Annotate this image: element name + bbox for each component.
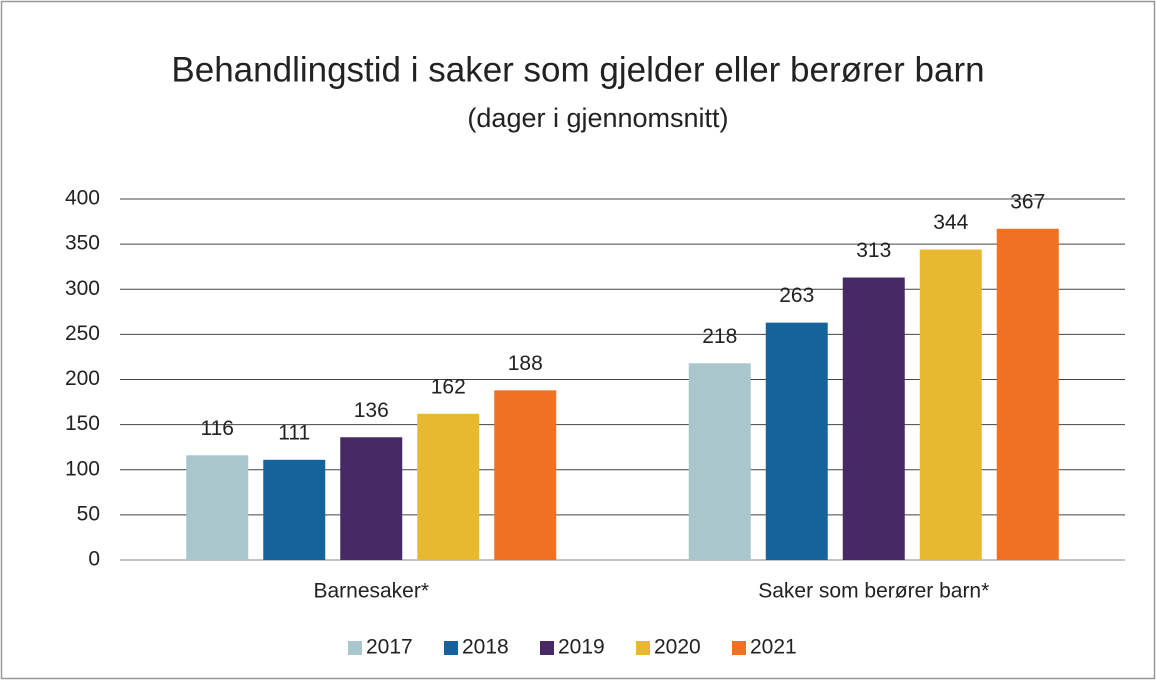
data-label: 111 <box>278 421 310 444</box>
chart-subtitle: (dager i gjennomsnitt) <box>467 103 728 133</box>
legend-swatch <box>348 641 362 655</box>
legend-label: 2018 <box>462 636 509 659</box>
legend-swatch <box>444 641 458 655</box>
data-label: 367 <box>1010 190 1045 213</box>
bar <box>842 277 905 560</box>
legend-swatch <box>540 641 554 655</box>
legend-swatch <box>636 641 650 655</box>
bar <box>186 455 249 560</box>
bar <box>263 459 326 560</box>
chart-title: Behandlingstid i saker som gjelder eller… <box>171 50 984 89</box>
y-tick-label: 250 <box>65 322 100 345</box>
bar <box>919 249 982 561</box>
y-tick-label: 150 <box>65 412 100 435</box>
data-label: 188 <box>508 352 543 375</box>
legend-label: 2019 <box>558 636 605 659</box>
y-tick-label: 50 <box>77 502 100 525</box>
bar <box>765 322 828 560</box>
x-tick-label: Saker som berører barn* <box>758 580 989 603</box>
y-tick-label: 300 <box>65 277 100 300</box>
data-label: 162 <box>431 375 466 398</box>
y-tick-label: 0 <box>88 548 100 571</box>
y-tick-label: 400 <box>65 187 100 210</box>
data-label: 313 <box>856 239 891 262</box>
bar <box>340 437 403 560</box>
bar <box>688 363 751 560</box>
y-tick-label: 350 <box>65 232 100 255</box>
legend-swatch <box>732 641 746 655</box>
bar <box>494 390 557 560</box>
legend-label: 2020 <box>654 636 701 659</box>
data-label: 344 <box>933 211 968 234</box>
bar <box>996 228 1059 560</box>
bar <box>417 413 480 560</box>
y-tick-label: 200 <box>65 367 100 390</box>
data-label: 116 <box>201 417 234 440</box>
data-label: 136 <box>354 399 389 422</box>
legend-label: 2021 <box>750 636 797 659</box>
data-label: 263 <box>779 284 814 307</box>
legend-label: 2017 <box>366 636 413 659</box>
x-tick-label: Barnesaker* <box>313 580 429 603</box>
y-tick-label: 100 <box>65 457 100 480</box>
data-label: 218 <box>702 325 737 348</box>
